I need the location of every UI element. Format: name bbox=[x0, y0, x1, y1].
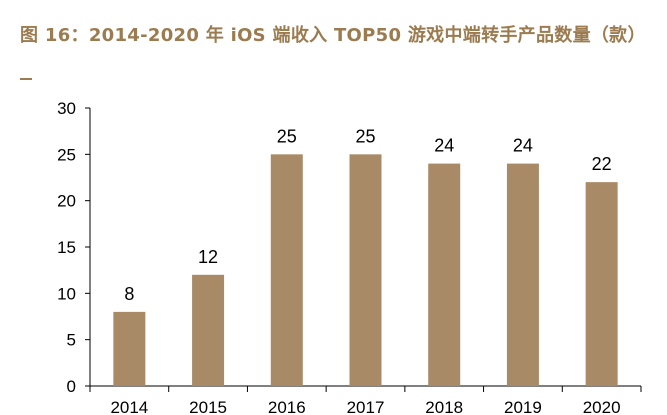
y-tick-label: 0 bbox=[67, 377, 76, 396]
bar-2015 bbox=[192, 274, 225, 386]
x-tick-label-2020: 2020 bbox=[583, 398, 621, 415]
chart-title: 图 16：2014-2020 年 iOS 端收入 TOP50 游戏中端转手产品数… bbox=[20, 25, 646, 46]
bars bbox=[113, 154, 618, 386]
data-label-2020: 22 bbox=[592, 154, 612, 174]
y-tick-label: 25 bbox=[57, 145, 76, 164]
data-labels: 8 12 25 25 24 24 22 bbox=[124, 126, 611, 304]
bar-2020 bbox=[585, 182, 618, 386]
x-tick-label-2014: 2014 bbox=[110, 398, 148, 415]
y-tick-label: 10 bbox=[57, 284, 76, 303]
y-tick-label: 20 bbox=[57, 192, 76, 211]
y-tick-label: 5 bbox=[67, 331, 76, 350]
data-label-2018: 24 bbox=[434, 136, 454, 156]
data-label-2016: 25 bbox=[277, 126, 297, 146]
data-label-2015: 12 bbox=[198, 247, 218, 267]
bar-2018 bbox=[428, 163, 461, 386]
data-label-2019: 24 bbox=[513, 136, 533, 156]
x-axis: 2014 2015 2016 2017 2018 2019 2020 bbox=[89, 385, 642, 415]
data-label-2014: 8 bbox=[124, 284, 134, 304]
y-tick-label: 30 bbox=[57, 99, 76, 118]
x-tick-label-2016: 2016 bbox=[268, 398, 306, 415]
x-tick-label-2017: 2017 bbox=[347, 398, 385, 415]
x-tick-label-2018: 2018 bbox=[425, 398, 463, 415]
y-axis: 0 5 10 15 20 25 30 bbox=[57, 99, 91, 396]
bar-2017 bbox=[349, 154, 382, 386]
data-label-2017: 25 bbox=[355, 126, 375, 146]
title-underline bbox=[20, 78, 32, 80]
bar-2014 bbox=[113, 311, 146, 386]
y-tick-label: 15 bbox=[57, 238, 76, 257]
x-tick-label-2015: 2015 bbox=[189, 398, 227, 415]
x-tick-label-2019: 2019 bbox=[504, 398, 542, 415]
bar-2019 bbox=[506, 163, 539, 386]
bar-2016 bbox=[270, 154, 303, 386]
